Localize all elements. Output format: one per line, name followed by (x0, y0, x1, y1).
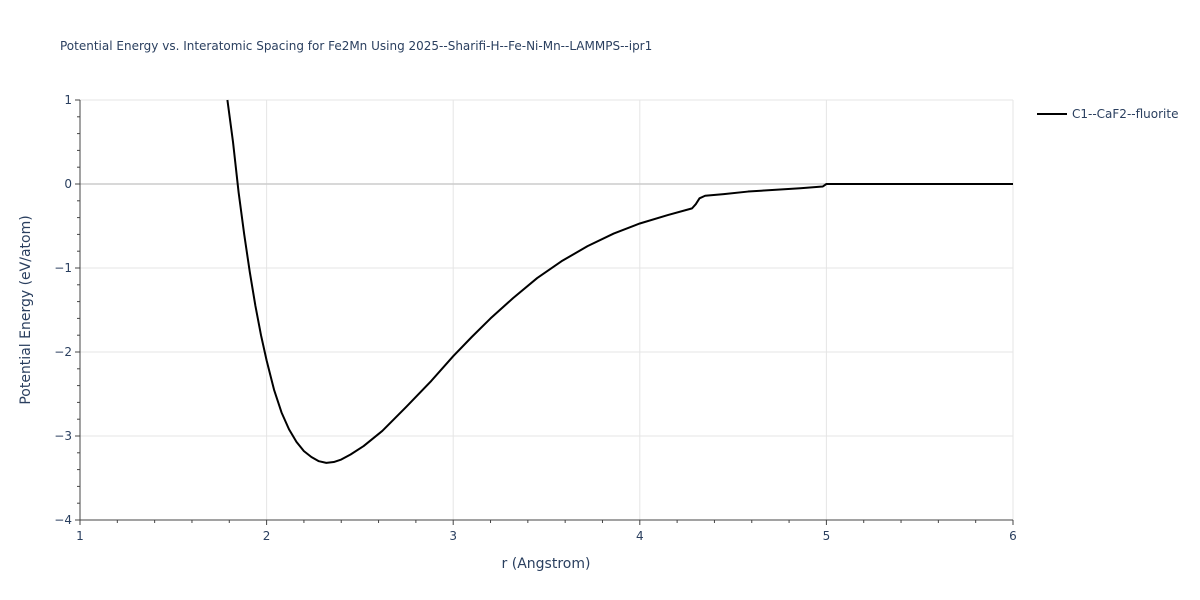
y-tick-label: −3 (54, 429, 72, 443)
x-tick-label: 2 (263, 529, 271, 543)
series-line-0 (226, 99, 1013, 464)
y-tick-label: −4 (54, 513, 72, 527)
y-tick-label: −1 (54, 261, 72, 275)
y-tick-label: 0 (64, 177, 72, 191)
legend[interactable]: C1--CaF2--fluorite (1037, 107, 1178, 121)
y-axis-label: Potential Energy (eV/atom) (18, 215, 34, 404)
axes (79, 100, 1013, 521)
x-tick-label: 5 (823, 529, 831, 543)
series-layer (226, 99, 1013, 464)
x-tick-label: 1 (76, 529, 84, 543)
legend-item-label: C1--CaF2--fluorite (1072, 107, 1178, 121)
grid-lines (80, 99, 1014, 520)
x-tick-label: 6 (1009, 529, 1017, 543)
x-axis-ticks: 1 2 3 4 5 6 (76, 520, 1017, 543)
x-tick-label: 4 (636, 529, 644, 543)
y-axis-ticks: 1 0 −1 −2 −3 −4 (54, 93, 80, 527)
x-tick-label: 3 (449, 529, 457, 543)
y-tick-label: −2 (54, 345, 72, 359)
chart-title: Potential Energy vs. Interatomic Spacing… (60, 39, 652, 53)
y-tick-label: 1 (64, 93, 72, 107)
x-axis-label: r (Angstrom) (502, 556, 591, 572)
